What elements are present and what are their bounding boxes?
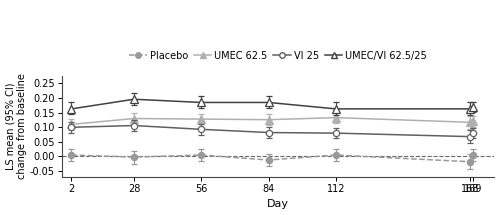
Legend: Placebo, UMEC 62.5, VI 25, UMEC/VI 62.5/25: Placebo, UMEC 62.5, VI 25, UMEC/VI 62.5/… (130, 51, 427, 61)
X-axis label: Day: Day (267, 200, 289, 209)
Y-axis label: LS mean (95% CI)
change from baseline: LS mean (95% CI) change from baseline (6, 74, 27, 180)
